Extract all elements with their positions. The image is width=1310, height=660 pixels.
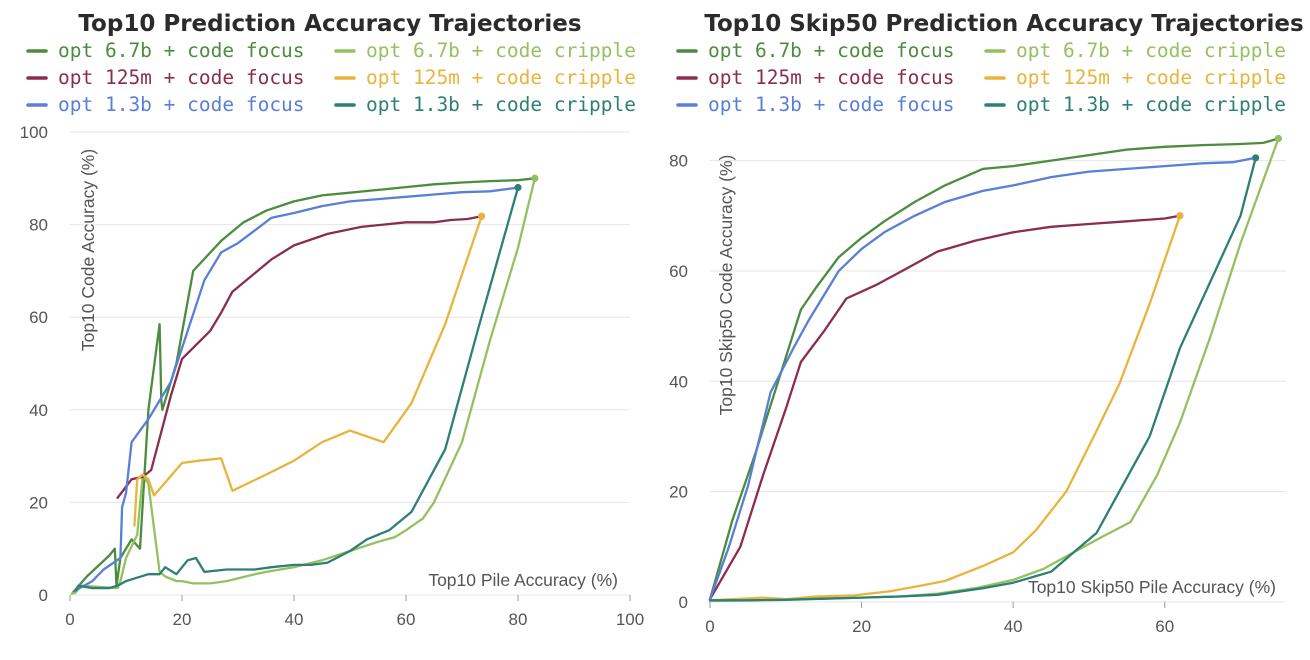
series-line-2[interactable] <box>708 137 1280 603</box>
y-tick-label: 20 <box>669 483 688 502</box>
chart-1: Top10 Prediction Accuracy Trajectoriesop… <box>20 11 645 629</box>
legend-label: opt 125m + code cripple <box>366 66 636 89</box>
legend-item[interactable]: opt 6.7b + code focus <box>26 39 305 62</box>
legend-label: opt 125m + code focus <box>708 66 955 89</box>
legend-item[interactable]: opt 6.7b + code focus <box>676 39 955 62</box>
series-endpoint <box>1176 212 1184 220</box>
series-line-3[interactable] <box>116 215 483 499</box>
series-line-1[interactable] <box>708 137 1280 601</box>
series-endpoint <box>1252 154 1260 162</box>
chart-title: Top10 Prediction Accuracy Trajectories <box>78 11 581 37</box>
series-line-6[interactable] <box>74 186 520 592</box>
x-tick-label: 20 <box>852 617 871 636</box>
y-tick-label: 20 <box>29 493 48 512</box>
legend-label: opt 6.7b + code focus <box>708 39 955 62</box>
x-axis-label: Top10 Skip50 Pile Accuracy (%) <box>1028 577 1276 597</box>
x-tick-label: 0 <box>65 610 74 629</box>
legend-item[interactable]: opt 6.7b + code cripple <box>984 39 1286 62</box>
legend-item[interactable]: opt 125m + code focus <box>26 66 305 89</box>
y-tick-label: 0 <box>679 593 688 612</box>
legend-label: opt 125m + code focus <box>58 66 305 89</box>
series-endpoint <box>531 174 539 182</box>
y-tick-label: 60 <box>29 308 48 327</box>
chart-2: Top10 Skip50 Prediction Accuracy Traject… <box>669 11 1304 636</box>
x-tick-label: 60 <box>1155 617 1174 636</box>
x-tick-label: 100 <box>616 610 644 629</box>
legend-item[interactable]: opt 125m + code cripple <box>984 66 1286 89</box>
series-line-5[interactable] <box>708 156 1257 601</box>
y-axis-label: Top10 Skip50 Code Accuracy (%) <box>716 155 736 416</box>
y-tick-label: 40 <box>29 401 48 420</box>
series-line-4[interactable] <box>708 214 1182 602</box>
y-axis-label: Top10 Code Accuracy (%) <box>78 149 98 351</box>
series-line-3[interactable] <box>708 214 1182 601</box>
x-axis-label: Top10 Pile Accuracy (%) <box>428 570 618 590</box>
legend-label: opt 6.7b + code cripple <box>366 39 636 62</box>
x-tick-label: 60 <box>397 610 416 629</box>
series-endpoint <box>478 212 486 220</box>
x-tick-label: 40 <box>1004 617 1023 636</box>
legend-item[interactable]: opt 1.3b + code focus <box>676 93 955 116</box>
legend-label: opt 1.3b + code focus <box>58 93 305 116</box>
y-tick-label: 60 <box>669 262 688 281</box>
legend-item[interactable]: opt 6.7b + code cripple <box>334 39 636 62</box>
y-tick-label: 0 <box>39 586 48 605</box>
legend-label: opt 1.3b + code cripple <box>1016 93 1286 116</box>
y-tick-label: 80 <box>669 152 688 171</box>
legend-item[interactable]: opt 1.3b + code cripple <box>334 93 636 116</box>
series-line-2[interactable] <box>70 177 536 595</box>
legend-item[interactable]: opt 125m + code cripple <box>334 66 636 89</box>
y-tick-label: 80 <box>29 216 48 235</box>
legend-item[interactable]: opt 125m + code focus <box>676 66 955 89</box>
legend-label: opt 6.7b + code cripple <box>1016 39 1286 62</box>
series-endpoint <box>1274 135 1282 143</box>
y-tick-label: 40 <box>669 372 688 391</box>
series-line-1[interactable] <box>71 177 536 594</box>
series-line-6[interactable] <box>708 156 1257 602</box>
y-tick-label: 100 <box>20 123 48 142</box>
series-endpoint <box>514 184 522 192</box>
legend-label: opt 1.3b + code focus <box>708 93 955 116</box>
legend-item[interactable]: opt 1.3b + code cripple <box>984 93 1286 116</box>
legend-label: opt 125m + code cripple <box>1016 66 1286 89</box>
legend-label: opt 6.7b + code focus <box>58 39 305 62</box>
series-line-5[interactable] <box>74 186 520 592</box>
chart-title: Top10 Skip50 Prediction Accuracy Traject… <box>704 11 1303 37</box>
series-line-4[interactable] <box>133 215 483 527</box>
x-tick-label: 80 <box>509 610 528 629</box>
legend-item[interactable]: opt 1.3b + code focus <box>26 93 305 116</box>
x-tick-label: 0 <box>705 617 714 636</box>
x-tick-label: 40 <box>285 610 304 629</box>
legend-label: opt 1.3b + code cripple <box>366 93 636 116</box>
x-tick-label: 20 <box>173 610 192 629</box>
